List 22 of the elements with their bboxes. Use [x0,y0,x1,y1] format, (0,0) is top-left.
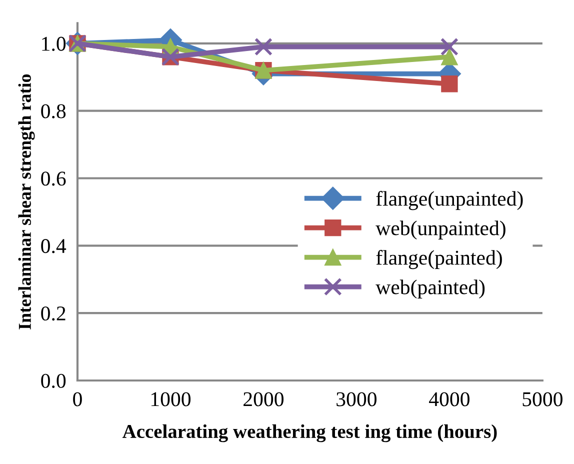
legend-label: flange(unpainted) [376,190,523,210]
x-tick-label: 5000 [522,392,562,406]
legend-label: web(painted) [376,280,485,299]
legend-label: flange(painted) [376,250,502,270]
y-tick-label: 0.2 [41,306,66,321]
y-tick-label: 0.0 [41,374,66,388]
point [441,48,458,66]
x-tick-label: 4000 [429,392,470,406]
x-axis-title: Accelarating weathering test ing time (hours) [122,424,497,442]
y-axis-title: Interlaminar shear strength ratio [18,74,35,330]
point [441,76,458,92]
x-tick-label: 2000 [244,392,284,406]
point [440,38,458,56]
y-tick-label: 0.4 [41,239,66,254]
x-tick-label: 0 [73,392,82,406]
y-tick-label: 0.6 [41,172,66,186]
y-tick-label: 0.8 [41,104,66,118]
y-tick-label: 1.0 [42,36,66,51]
x-tick-label: 3000 [336,392,376,406]
legend-label: web(unpainted) [376,220,506,240]
point [254,38,272,56]
x-tick-label: 1000 [151,392,191,406]
